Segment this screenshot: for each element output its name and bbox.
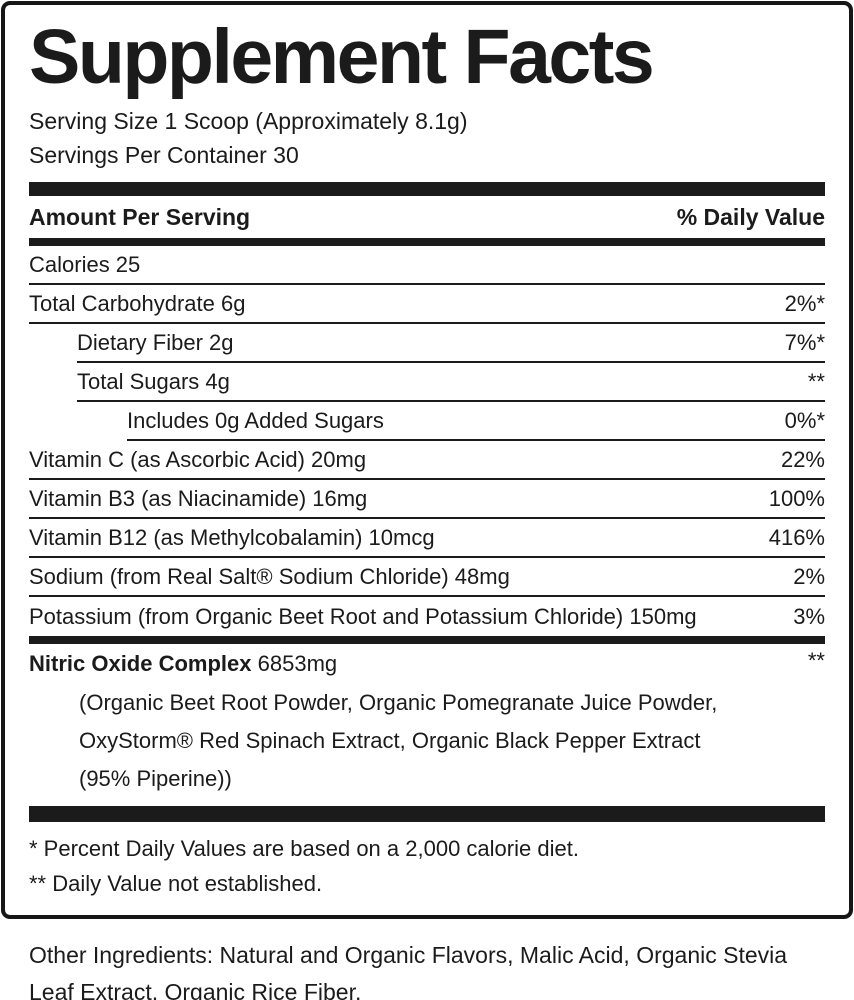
- complex-amount: 6853mg: [257, 651, 338, 676]
- nutrient-daily-value: **: [807, 368, 825, 394]
- nutrient-name: Calories 25: [29, 251, 141, 277]
- nutrient-daily-value: 2%*: [784, 290, 825, 316]
- complex-row: Nitric Oxide Complex 6853mg **: [29, 644, 825, 684]
- complex-description-line: (Organic Beet Root Powder, Organic Pomeg…: [79, 690, 718, 715]
- separator-bar-medium-header: [29, 238, 825, 246]
- nutrient-name: Potassium (from Organic Beet Root and Po…: [29, 603, 697, 629]
- footnote-line: ** Daily Value not established.: [29, 871, 323, 896]
- nutrient-daily-value: 0%*: [784, 407, 825, 433]
- nutrient-row: Vitamin B12 (as Methylcobalamin) 10mcg 41…: [29, 519, 825, 558]
- nutrient-name: Includes 0g Added Sugars: [127, 407, 384, 433]
- nutrient-name: Total Sugars 4g: [77, 368, 230, 394]
- complex-daily-value: **: [807, 648, 825, 673]
- complex-description: (Organic Beet Root Powder, Organic Pomeg…: [79, 684, 825, 798]
- nutrient-name: Vitamin B3 (as Niacinamide) 16mg: [29, 485, 368, 511]
- servings-per-container-line: Servings Per Container 30: [29, 142, 299, 168]
- nutrient-daily-value: 416%: [768, 524, 825, 550]
- complex-description-line: OxyStorm® Red Spinach Extract, Organic B…: [79, 728, 701, 753]
- amount-per-serving-label: Amount Per Serving: [29, 203, 251, 230]
- serving-size-line: Serving Size 1 Scoop (Approximately 8.1g…: [29, 108, 468, 134]
- footnote-line: * Percent Daily Values are based on a 2,…: [29, 836, 579, 861]
- nutrient-daily-value: 3%: [793, 603, 825, 629]
- nutrient-row: Includes 0g Added Sugars 0%*: [127, 402, 825, 441]
- other-ingredients-text: Other Ingredients: Natural and Organic F…: [29, 942, 788, 1000]
- nutrient-row: Total Carbohydrate 6g 2%*: [29, 285, 825, 324]
- serving-info: Serving Size 1 Scoop (Approximately 8.1g…: [29, 104, 825, 172]
- supplement-facts-title: Supplement Facts: [29, 14, 655, 100]
- column-header: Amount Per Serving % Daily Value: [29, 196, 825, 238]
- nutrient-daily-value: 22%: [780, 446, 825, 472]
- complex-name: Nitric Oxide Complex: [29, 651, 252, 676]
- separator-bar-thick-top: [29, 182, 825, 196]
- nutrient-name: Vitamin C (as Ascorbic Acid) 20mg: [29, 446, 367, 472]
- nutrient-daily-value: 100%: [768, 485, 825, 511]
- nutrient-name: Dietary Fiber 2g: [77, 329, 234, 355]
- complex-description-line: (95% Piperine)): [79, 766, 232, 791]
- supplement-facts-panel: Supplement Facts Serving Size 1 Scoop (A…: [1, 1, 853, 919]
- nutrient-row: Sodium (from Real Salt® Sodium Chloride)…: [29, 558, 825, 597]
- complex-title: Nitric Oxide Complex 6853mg: [29, 651, 337, 677]
- nutrient-row: Dietary Fiber 2g 7%*: [77, 324, 825, 363]
- nutrient-row: Vitamin B3 (as Niacinamide) 16mg 100%: [29, 480, 825, 519]
- nutrient-name: Total Carbohydrate 6g: [29, 290, 246, 316]
- spacer: [29, 798, 825, 806]
- daily-value-label: % Daily Value: [676, 203, 825, 230]
- nutrient-row: Calories 25: [29, 246, 825, 285]
- nutrient-name: Sodium (from Real Salt® Sodium Chloride)…: [29, 563, 510, 589]
- nutrient-daily-value: 7%*: [784, 329, 825, 355]
- nutrient-row: Potassium (from Organic Beet Root and Po…: [29, 597, 825, 636]
- nutrient-name: Vitamin B12 (as Methylcobalamin) 10mcg: [29, 524, 435, 550]
- separator-bar-thick-bottom: [29, 806, 825, 822]
- separator-bar-medium-complex: [29, 636, 825, 644]
- nutrient-row: Vitamin C (as Ascorbic Acid) 20mg 22%: [29, 441, 825, 480]
- nutrient-daily-value: 2%: [793, 563, 825, 589]
- footnotes: * Percent Daily Values are based on a 2,…: [29, 822, 825, 915]
- nutrient-row: Total Sugars 4g **: [77, 363, 825, 402]
- nutrient-rows: Calories 25 Total Carbohydrate 6g 2%* Dieta…: [29, 246, 825, 636]
